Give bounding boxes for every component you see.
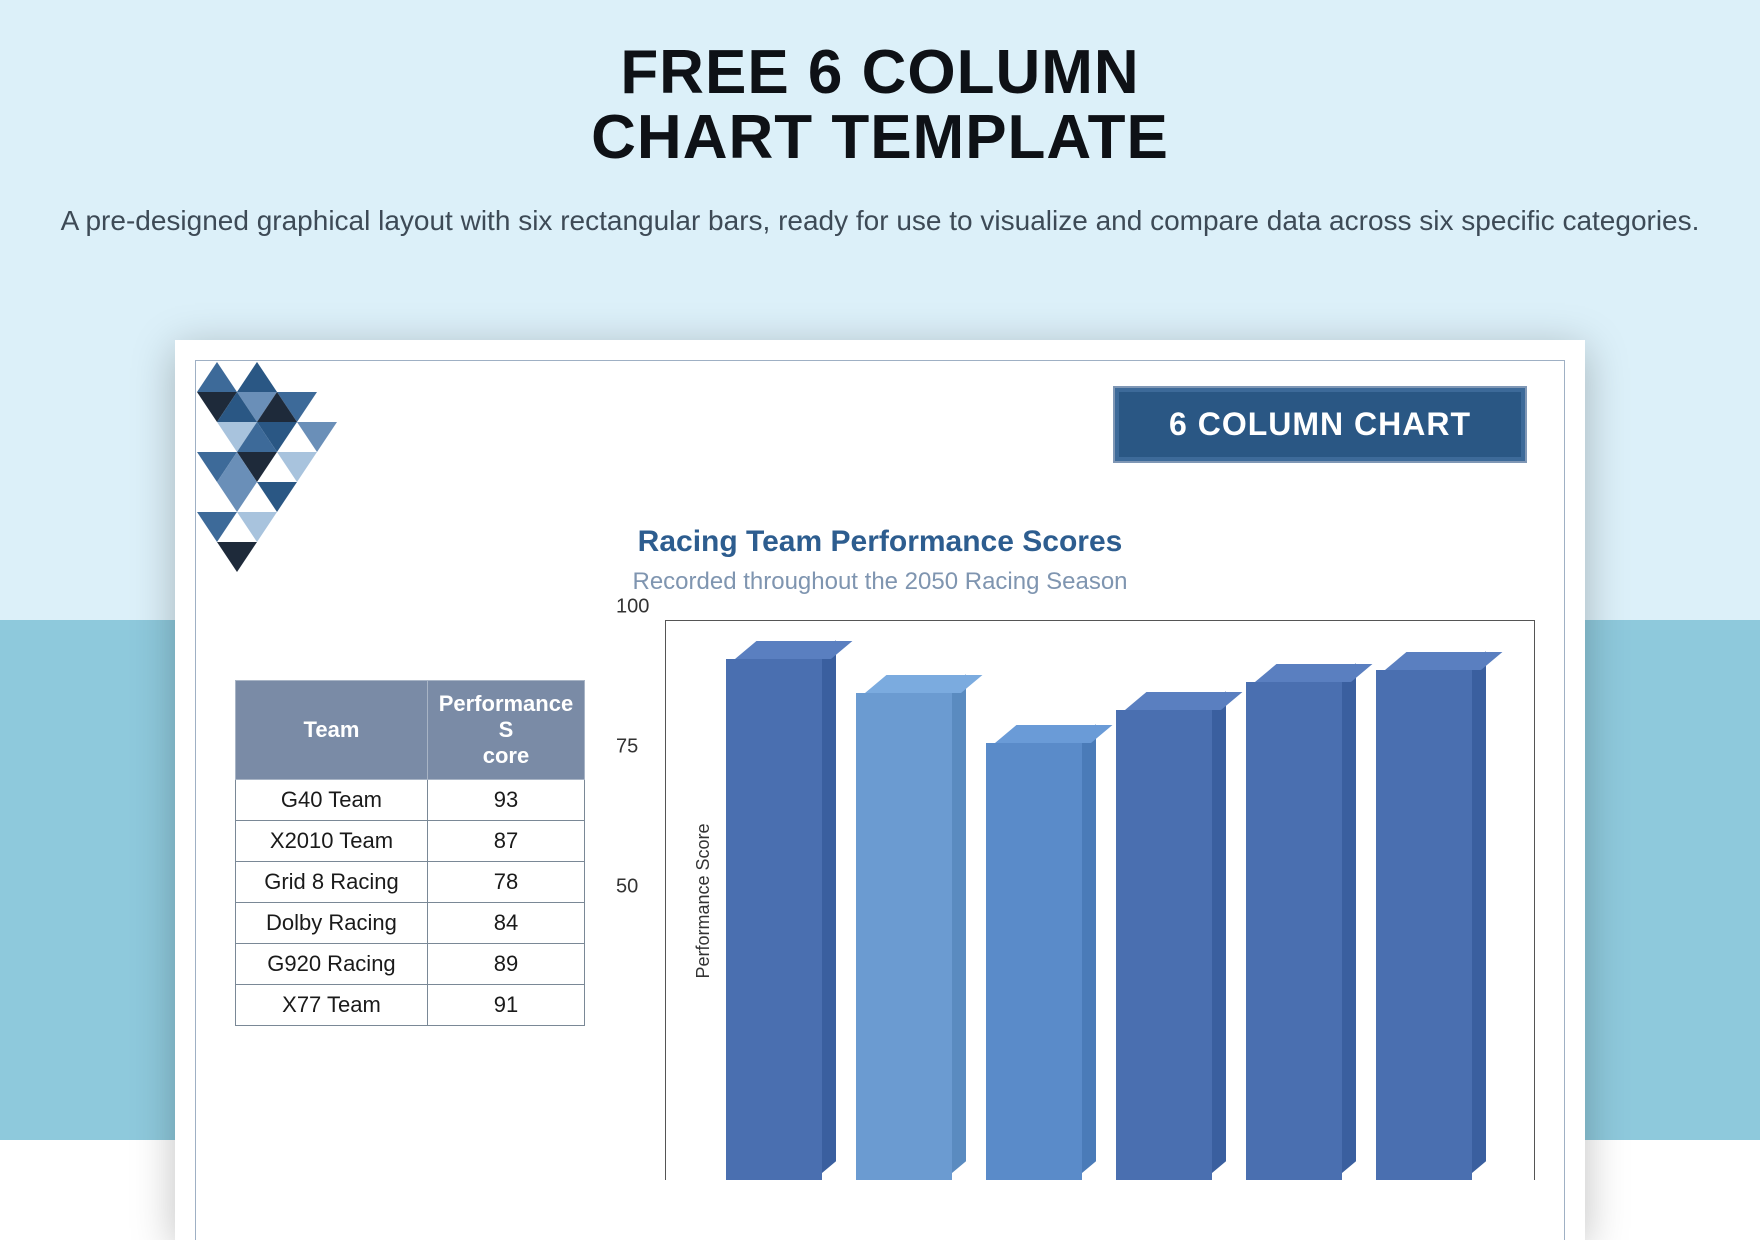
bar-side: [1342, 663, 1356, 1173]
table-row: Dolby Racing84: [236, 903, 585, 944]
bar-front: [856, 693, 952, 1180]
table-cell: G40 Team: [236, 780, 428, 821]
y-tick-label: 75: [616, 736, 638, 759]
bar-side: [822, 640, 836, 1173]
table-cell: X2010 Team: [236, 821, 428, 862]
headline-line1: FREE 6 COLUMN: [0, 40, 1760, 105]
page-headline: FREE 6 COLUMN CHART TEMPLATE: [0, 40, 1760, 170]
y-axis-label: Performance Score: [693, 823, 714, 978]
table-header-row: Team Performance S core: [236, 681, 585, 780]
table-header-team: Team: [236, 681, 428, 780]
bar: [856, 693, 952, 1180]
header-score-line2: core: [483, 743, 529, 768]
chart-title: Racing Team Performance Scores: [175, 525, 1585, 559]
table-cell: X77 Team: [236, 985, 428, 1026]
bar-side: [1082, 724, 1096, 1173]
chart-badge: 6 COLUMN CHART: [1115, 388, 1525, 461]
table-cell: Grid 8 Racing: [236, 862, 428, 903]
bar-front: [1376, 670, 1472, 1180]
headline-line2: CHART TEMPLATE: [0, 105, 1760, 170]
bar-side: [1212, 691, 1226, 1173]
data-table: Team Performance S core G40 Team93X2010 …: [235, 680, 585, 1026]
badge-text: 6 COLUMN CHART: [1169, 406, 1471, 442]
bar-side: [952, 674, 966, 1173]
table-cell: 91: [427, 985, 584, 1026]
bar-front: [1116, 710, 1212, 1180]
bar-front: [1246, 682, 1342, 1180]
bar: [986, 743, 1082, 1180]
y-tick-label: 100: [616, 596, 649, 619]
table-cell: 87: [427, 821, 584, 862]
page-subhead: A pre-designed graphical layout with six…: [0, 200, 1760, 242]
header-score-line1: Performance S: [439, 691, 574, 742]
bar: [1376, 670, 1472, 1180]
bar: [726, 659, 822, 1180]
chart-subtitle: Recorded throughout the 2050 Racing Seas…: [175, 568, 1585, 596]
bar-front: [986, 743, 1082, 1180]
table-row: Grid 8 Racing78: [236, 862, 585, 903]
table-row: G920 Racing89: [236, 944, 585, 985]
table-cell: 93: [427, 780, 584, 821]
bar-side: [1472, 652, 1486, 1173]
bars-container: [726, 621, 1504, 1180]
bar: [1116, 710, 1212, 1180]
table-cell: 89: [427, 944, 584, 985]
table-row: X77 Team91: [236, 985, 585, 1026]
table-cell: Dolby Racing: [236, 903, 428, 944]
table-cell: 78: [427, 862, 584, 903]
table-cell: G920 Racing: [236, 944, 428, 985]
table-row: X2010 Team87: [236, 821, 585, 862]
bar-front: [726, 659, 822, 1180]
y-tick-label: 50: [616, 876, 638, 899]
table-row: G40 Team93: [236, 780, 585, 821]
chart-area: Performance Score 5075100: [665, 620, 1535, 1180]
table-header-score: Performance S core: [427, 681, 584, 780]
template-card: 6 COLUMN CHART Racing Team Performance S…: [175, 340, 1585, 1240]
bar: [1246, 682, 1342, 1180]
table-cell: 84: [427, 903, 584, 944]
